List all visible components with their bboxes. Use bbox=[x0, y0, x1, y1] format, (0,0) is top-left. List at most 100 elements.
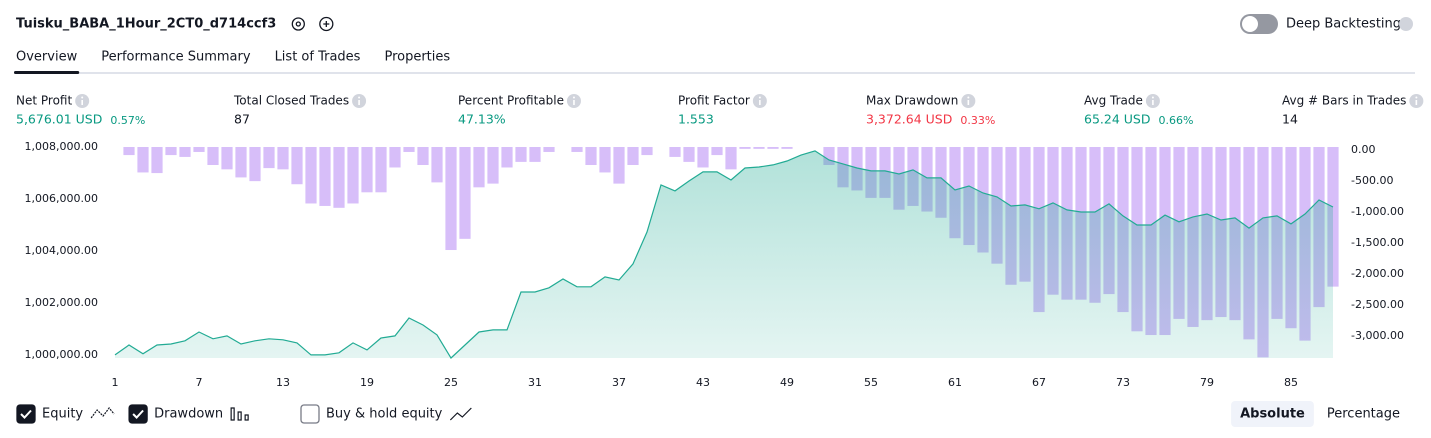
settings-icon-core bbox=[295, 21, 301, 27]
drawdown-bar bbox=[459, 147, 471, 239]
y2-tick-label: -1,000.00 bbox=[1351, 205, 1404, 218]
stat-label: Max Drawdown bbox=[866, 94, 958, 108]
drawdown-bar bbox=[207, 147, 219, 165]
info-icon-dot bbox=[358, 96, 361, 99]
tab[interactable]: Performance Summary bbox=[101, 50, 251, 65]
drawdown-bar bbox=[347, 147, 359, 204]
alert-icon[interactable] bbox=[319, 16, 334, 32]
active-tab-underline bbox=[14, 71, 80, 74]
drawdown-bar bbox=[711, 147, 723, 156]
drawdown-bar bbox=[403, 147, 415, 152]
y2-tick-label: -2,000.00 bbox=[1351, 267, 1404, 280]
drawdown-bar bbox=[305, 147, 317, 204]
drawdown-bar bbox=[501, 147, 513, 168]
stat-label: Profit Factor bbox=[678, 94, 750, 108]
drawdown-bar bbox=[291, 147, 303, 185]
x-tick-label: 13 bbox=[276, 376, 290, 389]
x-tick-label: 1 bbox=[112, 376, 119, 389]
x-tick-label: 7 bbox=[196, 376, 203, 389]
info-icon-dot bbox=[81, 96, 84, 99]
stat-value: 87 bbox=[234, 112, 250, 127]
x-tick-label: 49 bbox=[780, 376, 794, 389]
drawdown-bar bbox=[613, 147, 625, 184]
stat-value: 1.553 bbox=[678, 112, 714, 127]
drawdown-bar bbox=[249, 147, 261, 182]
help-icon[interactable] bbox=[1399, 17, 1413, 31]
drawdown-bar bbox=[739, 147, 751, 149]
checkbox[interactable] bbox=[128, 404, 148, 424]
stat-label: Percent Profitable bbox=[458, 94, 564, 108]
mode-button[interactable]: Percentage bbox=[1327, 407, 1400, 422]
checkbox[interactable] bbox=[300, 404, 320, 424]
x-tick-label: 67 bbox=[1032, 376, 1046, 389]
drawdown-bar bbox=[683, 147, 695, 162]
stat-label: Avg Trade bbox=[1084, 94, 1143, 108]
y2-tick-label: -2,500.00 bbox=[1351, 298, 1404, 311]
y-tick-label: 1,002,000.00 bbox=[25, 296, 98, 309]
stat-value: 3,372.64 USD bbox=[866, 112, 952, 127]
y2-tick-label: -1,500.00 bbox=[1351, 236, 1404, 249]
stat-value: 65.24 USD bbox=[1084, 112, 1150, 127]
info-icon-dot bbox=[758, 96, 761, 99]
drawdown-bar bbox=[263, 147, 275, 169]
equity-area bbox=[115, 150, 1333, 358]
x-tick-label: 55 bbox=[864, 376, 878, 389]
settings-icon[interactable] bbox=[291, 17, 305, 31]
drawdown-bar bbox=[585, 147, 597, 165]
drawdown-bar bbox=[151, 147, 163, 174]
checkmark bbox=[20, 409, 32, 419]
equity-line bbox=[114, 150, 1334, 359]
tab[interactable]: Properties bbox=[384, 50, 450, 65]
drawdown-bar bbox=[235, 147, 247, 178]
drawdown-bar bbox=[319, 147, 331, 206]
drawdown-bar bbox=[179, 147, 191, 157]
drawdown-bar bbox=[165, 147, 177, 156]
header-icons[interactable] bbox=[291, 17, 305, 31]
drawdown-bar bbox=[627, 147, 639, 165]
x-tick-label: 73 bbox=[1116, 376, 1130, 389]
drawdown-bar bbox=[571, 147, 583, 152]
buy-hold-legend-icon bbox=[449, 407, 472, 421]
drawdown-bar bbox=[487, 147, 499, 184]
drawdown-bar bbox=[599, 147, 611, 173]
toggle-knob bbox=[1242, 16, 1258, 32]
x-tick-label: 61 bbox=[948, 376, 962, 389]
info-icon-dot bbox=[1415, 96, 1418, 99]
drawdown-bar bbox=[445, 147, 457, 251]
x-tick-label: 31 bbox=[528, 376, 542, 389]
x-tick-label: 43 bbox=[696, 376, 710, 389]
drawdown-bar bbox=[361, 147, 373, 193]
drawdown-bar bbox=[389, 147, 401, 168]
stat-value: 5,676.01 USD bbox=[16, 112, 102, 127]
mode-button[interactable]: Absolute bbox=[1240, 407, 1305, 422]
drawdown-bar bbox=[277, 147, 289, 170]
legend-label: Drawdown bbox=[154, 407, 223, 422]
x-tick-label: 19 bbox=[360, 376, 374, 389]
stat-percent: 0.33% bbox=[960, 114, 995, 127]
drawdown-bar bbox=[137, 147, 149, 173]
drawdown-bar bbox=[669, 147, 681, 157]
drawdown-bar bbox=[753, 147, 765, 149]
legend-label: Equity bbox=[42, 407, 83, 422]
checkmark bbox=[132, 409, 144, 419]
x-tick-label: 85 bbox=[1284, 376, 1298, 389]
drawdown-bar bbox=[641, 147, 653, 156]
drawdown-bar bbox=[123, 147, 135, 156]
drawdown-bar bbox=[543, 147, 555, 152]
y2-tick-label: 0.00 bbox=[1351, 143, 1376, 156]
drawdown-bar bbox=[529, 147, 541, 162]
tab[interactable]: Overview bbox=[16, 50, 78, 65]
active-mode-bg bbox=[1231, 401, 1314, 427]
tab[interactable]: List of Trades bbox=[275, 50, 361, 65]
y2-tick-label: -500.00 bbox=[1351, 174, 1393, 187]
stat-label: Avg # Bars in Trades bbox=[1282, 94, 1406, 108]
deep-backtesting-label: Deep Backtesting bbox=[1286, 17, 1401, 32]
info-icon-dot bbox=[1151, 96, 1154, 99]
legend-label: Buy & hold equity bbox=[326, 407, 443, 422]
y-tick-label: 1,008,000.00 bbox=[25, 140, 98, 153]
drawdown-bar bbox=[515, 147, 527, 162]
alert-icon-plus bbox=[323, 21, 330, 27]
stat-label: Net Profit bbox=[16, 94, 72, 108]
checkbox[interactable] bbox=[16, 404, 36, 424]
